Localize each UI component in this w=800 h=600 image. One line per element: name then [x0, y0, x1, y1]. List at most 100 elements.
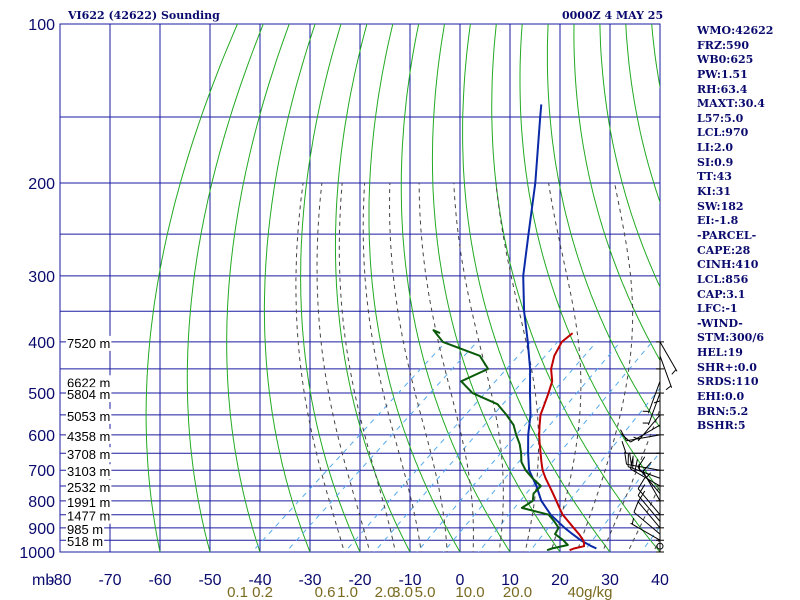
stat-line: LFC:-1 [697, 302, 738, 316]
mixing-ratio-label: 0.1 [227, 584, 248, 600]
wind-barb [630, 424, 661, 443]
dry-adiabat [186, 24, 264, 552]
mixing-ratio-line [373, 341, 558, 552]
moist-adiabat [601, 407, 660, 552]
wind-barb-half [633, 436, 640, 440]
stat-line: PW:1.51 [697, 67, 748, 81]
dry-adiabat [519, 24, 660, 492]
stat-line: -WIND- [697, 316, 743, 330]
moist-adiabat [418, 182, 474, 552]
mixing-ratio-label: 2.0 [375, 584, 396, 600]
mixing-ratio-line [285, 341, 478, 552]
height-label-bg [66, 447, 112, 463]
wind-barb-half [631, 517, 635, 525]
y-tick-label: 200 [28, 176, 55, 193]
height-label-bg [66, 494, 112, 510]
dry-adiabat [599, 24, 660, 289]
y-tick-label: 400 [28, 335, 55, 352]
stat-line: SI:0.9 [697, 155, 734, 169]
height-label: 2532 m [67, 480, 110, 495]
dry-adiabat [300, 24, 361, 552]
height-label: 7520 m [67, 336, 110, 351]
stat-line: SHR+:0.0 [697, 360, 757, 374]
wind-barb-flag [637, 484, 646, 496]
dry-adiabat [400, 24, 511, 552]
height-label-bg [66, 335, 112, 351]
x-tick-label: 20 [551, 572, 569, 589]
stat-line: LCL:856 [697, 272, 749, 286]
x-tick-label: -50 [198, 572, 221, 589]
dry-adiabat [573, 24, 660, 362]
mixing-ratio-label: 10.0 [455, 584, 484, 600]
wind-barb-flag [637, 477, 646, 489]
dry-adiabat [263, 24, 316, 552]
height-label: 985 m [67, 522, 103, 537]
wind-barb-flag [633, 500, 640, 513]
mixing-ratio-label: 3.0 [392, 584, 413, 600]
moist-adiabat [362, 182, 422, 552]
height-label: 1991 m [67, 495, 110, 510]
stat-line: WB0:625 [697, 53, 754, 67]
dry-adiabat [462, 24, 611, 552]
height-label: 4358 m [67, 429, 110, 444]
stat-line: SW:182 [697, 199, 744, 213]
mixing-ratio-label: 0.6 [315, 584, 336, 600]
y-tick-label: 1000 [19, 545, 55, 562]
stat-line: EHI:0.0 [697, 390, 745, 404]
mixing-ratio-line [416, 341, 597, 552]
moist-adiabat [295, 182, 345, 552]
dry-adiabat [334, 24, 411, 552]
stat-line: EI:-1.8 [697, 214, 739, 228]
x-tick-label: -40 [248, 572, 271, 589]
x-tick-label: 10 [501, 572, 519, 589]
x-tick-label: 0 [456, 572, 465, 589]
height-label: 5053 m [67, 409, 110, 424]
y-tick-label: 500 [28, 386, 55, 403]
x-tick-label: -20 [348, 572, 371, 589]
height-label-bg [66, 375, 112, 391]
x-tick-label: -60 [148, 572, 171, 589]
dry-adiabat [368, 24, 461, 552]
y-tick-label: 800 [28, 494, 55, 511]
height-label-bg [66, 480, 112, 496]
height-label-bg [66, 521, 105, 537]
mixing-ratio-label: 40g/kg [567, 584, 612, 600]
chart-time: 0000Z 4 MAY 25 [562, 9, 664, 22]
stat-line: LCL:970 [697, 126, 749, 140]
moist-adiabat [548, 182, 582, 552]
mixing-ratio-label: 1.0 [337, 584, 358, 600]
mixing-ratio-line [477, 341, 653, 552]
height-label: 5804 m [67, 387, 110, 402]
height-label: 1477 m [67, 509, 110, 524]
wind-barb [647, 392, 661, 426]
grid-lines [59, 23, 661, 553]
stat-line: HEL:19 [697, 346, 743, 360]
moist-adiabat [453, 182, 504, 552]
adiabat-layer [145, 24, 660, 552]
wind-barb-flag [637, 490, 646, 503]
mixing-ratio-line [640, 525, 660, 552]
stat-line: SRDS:110 [697, 375, 759, 389]
height-label-bg [66, 428, 112, 444]
height-label: 3708 m [67, 447, 110, 462]
wind-barb [627, 466, 661, 479]
height-label-bg [66, 534, 105, 550]
stat-line: FRZ:590 [697, 38, 750, 52]
mixing-ratio-label: 20.0 [503, 584, 532, 600]
stat-line: CINH:410 [697, 258, 759, 272]
stat-line: BSHR:5 [697, 419, 746, 433]
wind-barbs [620, 341, 678, 553]
calm-circle [656, 542, 664, 550]
moist-adiabat [388, 182, 448, 552]
wind-barb [637, 414, 661, 442]
height-label-bg [66, 387, 112, 403]
stat-line: WMO:42622 [697, 24, 774, 37]
height-label-bg [66, 408, 112, 424]
height-label-bg [66, 464, 112, 480]
wind-barb [637, 501, 661, 529]
x-tick-label: -80 [48, 572, 71, 589]
dry-adiabat [491, 24, 660, 552]
moist-adiabat [576, 182, 634, 552]
